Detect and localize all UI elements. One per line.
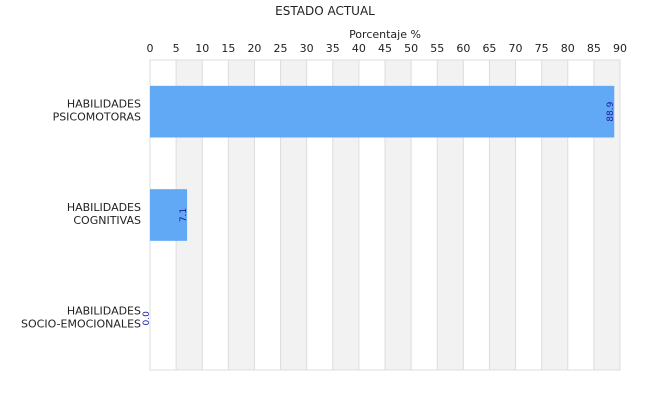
x-tick-labels: 0 5 10 15 20 25 30 35 40 45 50 55 60 65 70 75 80 85 90 [147, 42, 628, 55]
data-label: 0.0 [142, 311, 152, 326]
x-tick-label: 5 [173, 42, 180, 55]
category-label: HABILIDADES COGNITIVAS [67, 201, 141, 227]
x-tick-label: 55 [430, 42, 444, 55]
x-tick-label: 65 [482, 42, 496, 55]
x-tick-label: 50 [404, 42, 418, 55]
x-tick-label: 20 [247, 42, 261, 55]
x-tick-label: 30 [300, 42, 314, 55]
x-tick-label: 40 [352, 42, 366, 55]
x-tick-label: 15 [221, 42, 235, 55]
category-label: HABILIDADES PSICOMOTORAS [53, 98, 141, 124]
x-tick-label: 10 [195, 42, 209, 55]
bar [150, 189, 188, 241]
x-tick-label: 0 [147, 42, 154, 55]
category-labels: HABILIDADES PSICOMOTORAS HABILIDADES COGNIT… [21, 98, 141, 331]
x-tick-label: 60 [456, 42, 470, 55]
x-tick-label: 45 [378, 42, 392, 55]
x-tick-label: 90 [613, 42, 627, 55]
bars [150, 85, 615, 241]
x-tick-label: 25 [274, 42, 288, 55]
data-label: 7.1 [179, 208, 189, 222]
bar [150, 85, 615, 138]
category-label: HABILIDADES SOCIO-EMOCIONALES [21, 304, 141, 330]
x-tick-label: 75 [535, 42, 549, 55]
data-labels: 88.9 7.1 0.0 [142, 101, 616, 325]
x-tick-label: 35 [326, 42, 340, 55]
x-tick-label: 85 [587, 42, 601, 55]
data-label: 88.9 [606, 101, 616, 121]
chart-title: ESTADO ACTUAL [275, 4, 375, 18]
x-tick-label: 70 [509, 42, 523, 55]
x-axis-title: Porcentaje % [349, 28, 421, 41]
x-tick-label: 80 [561, 42, 575, 55]
